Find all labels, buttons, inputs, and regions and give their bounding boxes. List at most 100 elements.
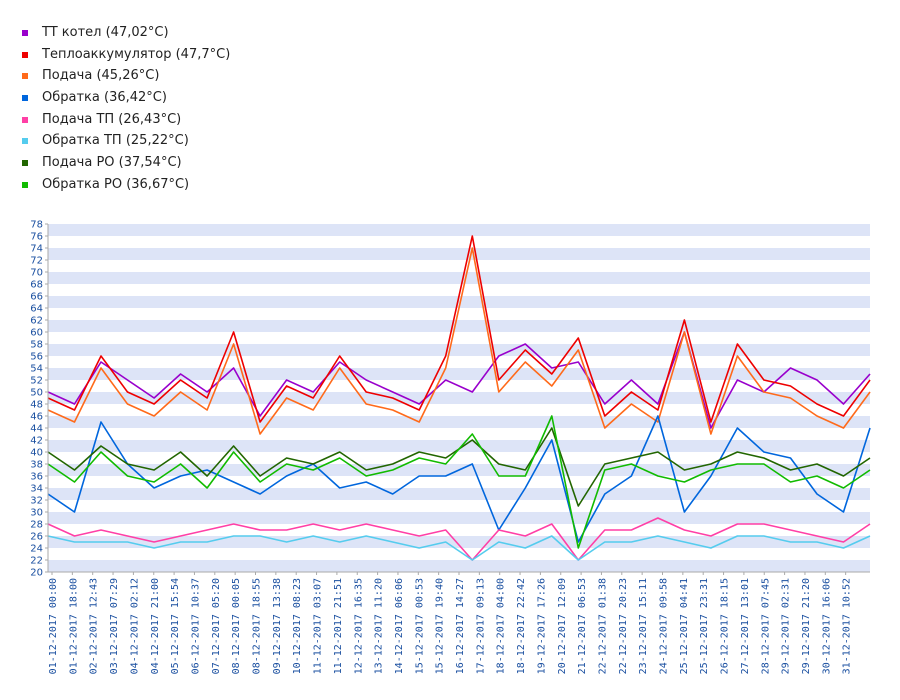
band [48, 344, 870, 356]
y-tick-label: 74 [30, 244, 43, 255]
y-tick-label: 46 [30, 412, 43, 423]
legend-swatch-icon [22, 51, 28, 58]
series-line-tt-котел [47, 331, 871, 429]
x-tick-label: 25-12-2017 23:31 [699, 578, 710, 674]
x-tick-label: 30-12-2017 16:06 [821, 578, 832, 674]
x-tick-label: 24-12-2017 09:58 [659, 578, 670, 674]
band [48, 368, 870, 380]
legend-label: TT котел (47,02°C) [42, 25, 169, 40]
legend-item-tt-kotel: TT котел (47,02°C) [22, 22, 230, 44]
series-lines [47, 235, 871, 561]
x-tick-label: 15-12-2017 19:40 [435, 578, 446, 674]
background-bands [48, 224, 870, 572]
y-tick-label: 38 [30, 460, 43, 471]
legend-item-podacha-tp: Подача ТП (26,43°C) [22, 109, 230, 131]
series-line-подача-тп [47, 517, 871, 561]
legend-item-teploakkumulyator: Теплоаккумулятор (47,7°C) [22, 44, 230, 66]
y-tick-label: 52 [30, 376, 43, 387]
legend-label: Подача ТП (26,43°C) [42, 111, 182, 127]
x-tick-label: 21-12-2017 06:53 [577, 578, 588, 674]
y-tick-label: 60 [30, 328, 43, 339]
legend-swatch-icon [22, 138, 28, 145]
y-tick-label: 56 [30, 352, 43, 363]
x-tick-label: 07-12-2017 05:20 [211, 578, 222, 674]
series-line-теплоаккумулятор [47, 235, 871, 423]
x-tick-label: 28-12-2017 07:45 [760, 578, 771, 674]
band [48, 272, 870, 284]
band [48, 296, 870, 308]
x-tick-label: 17-12-2017 09:13 [475, 578, 486, 674]
x-tick-label: 11-12-2017 03:07 [313, 578, 324, 674]
series-line-обратка-ро [47, 415, 871, 549]
x-tick-label: 08-12-2017 00:05 [231, 578, 242, 674]
legend-swatch-icon [22, 116, 28, 123]
legend-label: Теплоаккумулятор (47,7°C) [42, 46, 231, 62]
band [48, 392, 870, 404]
x-tick-label: 12-12-2017 16:35 [353, 578, 364, 674]
x-tick-label: 13-12-2017 11:20 [374, 578, 385, 674]
x-tick-label: 02-12-2017 12:43 [89, 578, 100, 674]
x-tick-label: 15-12-2017 00:53 [414, 578, 425, 674]
band [48, 416, 870, 428]
x-tick-label: 10-12-2017 08:23 [292, 578, 303, 674]
x-tick-label: 19-12-2017 17:26 [536, 578, 547, 674]
y-tick-label: 24 [30, 544, 43, 555]
x-tick-label: 20-12-2017 12:09 [557, 578, 568, 674]
series-line-обратка-тп [47, 535, 871, 561]
band [48, 512, 870, 524]
y-tick-label: 68 [30, 280, 43, 291]
y-tick-label: 30 [30, 508, 43, 519]
y-tick-label: 22 [30, 556, 43, 567]
band [48, 224, 870, 236]
x-tick-label: 04-12-2017 02:12 [129, 578, 140, 674]
band [48, 248, 870, 260]
x-tick-label: 11-12-2017 21:51 [333, 578, 344, 674]
x-tick-labels: 01-12-2017 00:00 01-12-2017 18:00 02-12-20… [48, 578, 853, 674]
band [48, 320, 870, 332]
y-tick-label: 28 [30, 520, 43, 531]
y-tick-label: 64 [30, 304, 43, 315]
legend-item-podacha: Подача (45,26°C) [22, 65, 230, 87]
axes [45, 223, 870, 575]
y-tick-label: 78 [30, 220, 43, 231]
legend-label: Обратка (36,42°C) [42, 90, 167, 106]
y-tick-label: 50 [30, 388, 43, 399]
y-tick-label: 36 [30, 472, 43, 483]
band [48, 488, 870, 500]
x-tick-label: 05-12-2017 15:54 [170, 578, 181, 674]
band [48, 560, 870, 572]
x-tick-label: 25-12-2017 04:41 [679, 578, 690, 674]
x-tick-label: 29-12-2017 02:31 [781, 578, 792, 674]
series-line-обратка [47, 415, 871, 543]
legend-label: Обратка РО (36,67°C) [42, 176, 190, 192]
x-tick-label: 08-12-2017 18:55 [252, 578, 263, 674]
y-tick-label: 26 [30, 532, 43, 543]
y-tick-label: 70 [30, 268, 43, 279]
legend-label: Обратка ТП (25,22°C) [42, 133, 189, 149]
x-tick-label: 01-12-2017 00:00 [48, 578, 59, 674]
y-tick-label: 66 [30, 292, 43, 303]
legend-item-obratka-ro: Обратка РО (36,67°C) [22, 174, 230, 196]
x-tick-label: 09-12-2017 13:38 [272, 578, 283, 674]
y-tick-label: 62 [30, 316, 43, 327]
y-tick-label: 76 [30, 232, 43, 243]
legend-label: Подача РО (37,54°C) [42, 155, 182, 171]
x-tick-label: 27-12-2017 13:01 [740, 578, 751, 674]
legend-swatch-icon [22, 29, 28, 36]
legend: TT котел (47,02°C) Теплоаккумулятор (47,… [22, 22, 230, 196]
x-tick-label: 04-12-2017 21:00 [150, 578, 161, 674]
x-tick-label: 29-12-2017 21:20 [801, 578, 812, 674]
x-tick-label: 18-12-2017 04:00 [496, 578, 507, 674]
x-tick-label: 26-12-2017 18:15 [720, 578, 731, 674]
legend-item-podacha-ro: Подача РО (37,54°C) [22, 152, 230, 174]
x-tick-label: 22-12-2017 20:23 [618, 578, 629, 674]
x-tick-label: 01-12-2017 18:00 [68, 578, 79, 674]
x-tick-label: 16-12-2017 14:27 [455, 578, 466, 674]
legend-item-obratka-tp: Обратка ТП (25,22°C) [22, 130, 230, 152]
y-tick-labels: 2022242628303234363840424446485052545658… [30, 220, 43, 579]
x-tick-label: 23-12-2017 15:11 [638, 578, 649, 674]
y-tick-label: 72 [30, 256, 43, 267]
legend-label: Подача (45,26°C) [42, 68, 160, 84]
legend-swatch-icon [22, 73, 28, 80]
